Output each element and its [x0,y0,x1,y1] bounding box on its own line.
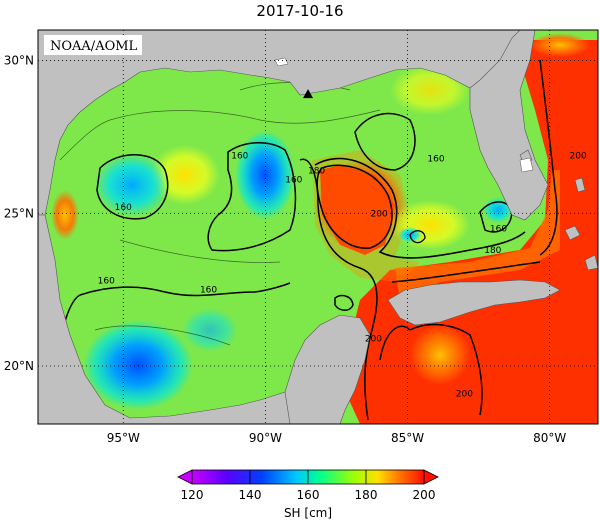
longitude-labels: 95°W 90°W 85°W 80°W [107,431,567,445]
lon-label: 85°W [391,431,424,445]
contour-label: 200 [570,151,587,161]
contour-label: 200 [365,335,382,345]
lat-label: 30°N [4,54,34,68]
contour-label: 160 [200,286,217,296]
colorbar-tick-label: 140 [239,488,262,502]
contour-label: 200 [371,209,388,219]
colorbar-tick-label: 120 [181,488,204,502]
lat-label: 20°N [4,359,34,373]
contour-label: 160 [115,203,132,213]
contour-label: 160 [427,154,444,164]
map-border [37,29,599,425]
colorbar-tick-label: 180 [355,488,378,502]
contour-label: 160 [285,176,302,186]
station-triangle-marker [303,89,314,99]
latitude-labels: 30°N 25°N 20°N [4,54,34,373]
contour-lines [57,59,558,421]
contour-label-layer: 160 160 180 160 160 200 160 180 200 160 160 200 200 [98,151,587,400]
credit-text: NOAA/AOML [50,39,138,54]
colorbar-high-triangle [423,469,439,485]
contour-label: 160 [490,225,507,235]
graticule [38,30,598,424]
contour-label: 200 [456,390,473,400]
colorbar-ticks: 120 140 160 180 200 [181,470,436,502]
lon-label: 90°W [249,431,282,445]
lat-label: 25°N [4,206,34,220]
contour-label: 180 [308,167,325,177]
colorbar-tick-label: 160 [297,488,320,502]
colorbar-tick-label: 200 [413,488,436,502]
contour-label: 160 [98,277,115,287]
lon-label: 80°W [533,431,566,445]
colorbar-low-triangle [177,469,193,485]
colorbar-unit-label: SH [cm] [284,506,332,520]
contour-label: 160 [231,151,248,161]
colorbar: 120 140 160 180 200 SH [cm] [177,469,439,520]
page-title: 2017-10-16 [256,2,344,20]
contour-label: 180 [484,246,501,256]
credit-box: NOAA/AOML [44,35,142,55]
sea-height-field [51,33,598,424]
lon-label: 95°W [107,431,140,445]
inland-lakes [274,57,534,173]
